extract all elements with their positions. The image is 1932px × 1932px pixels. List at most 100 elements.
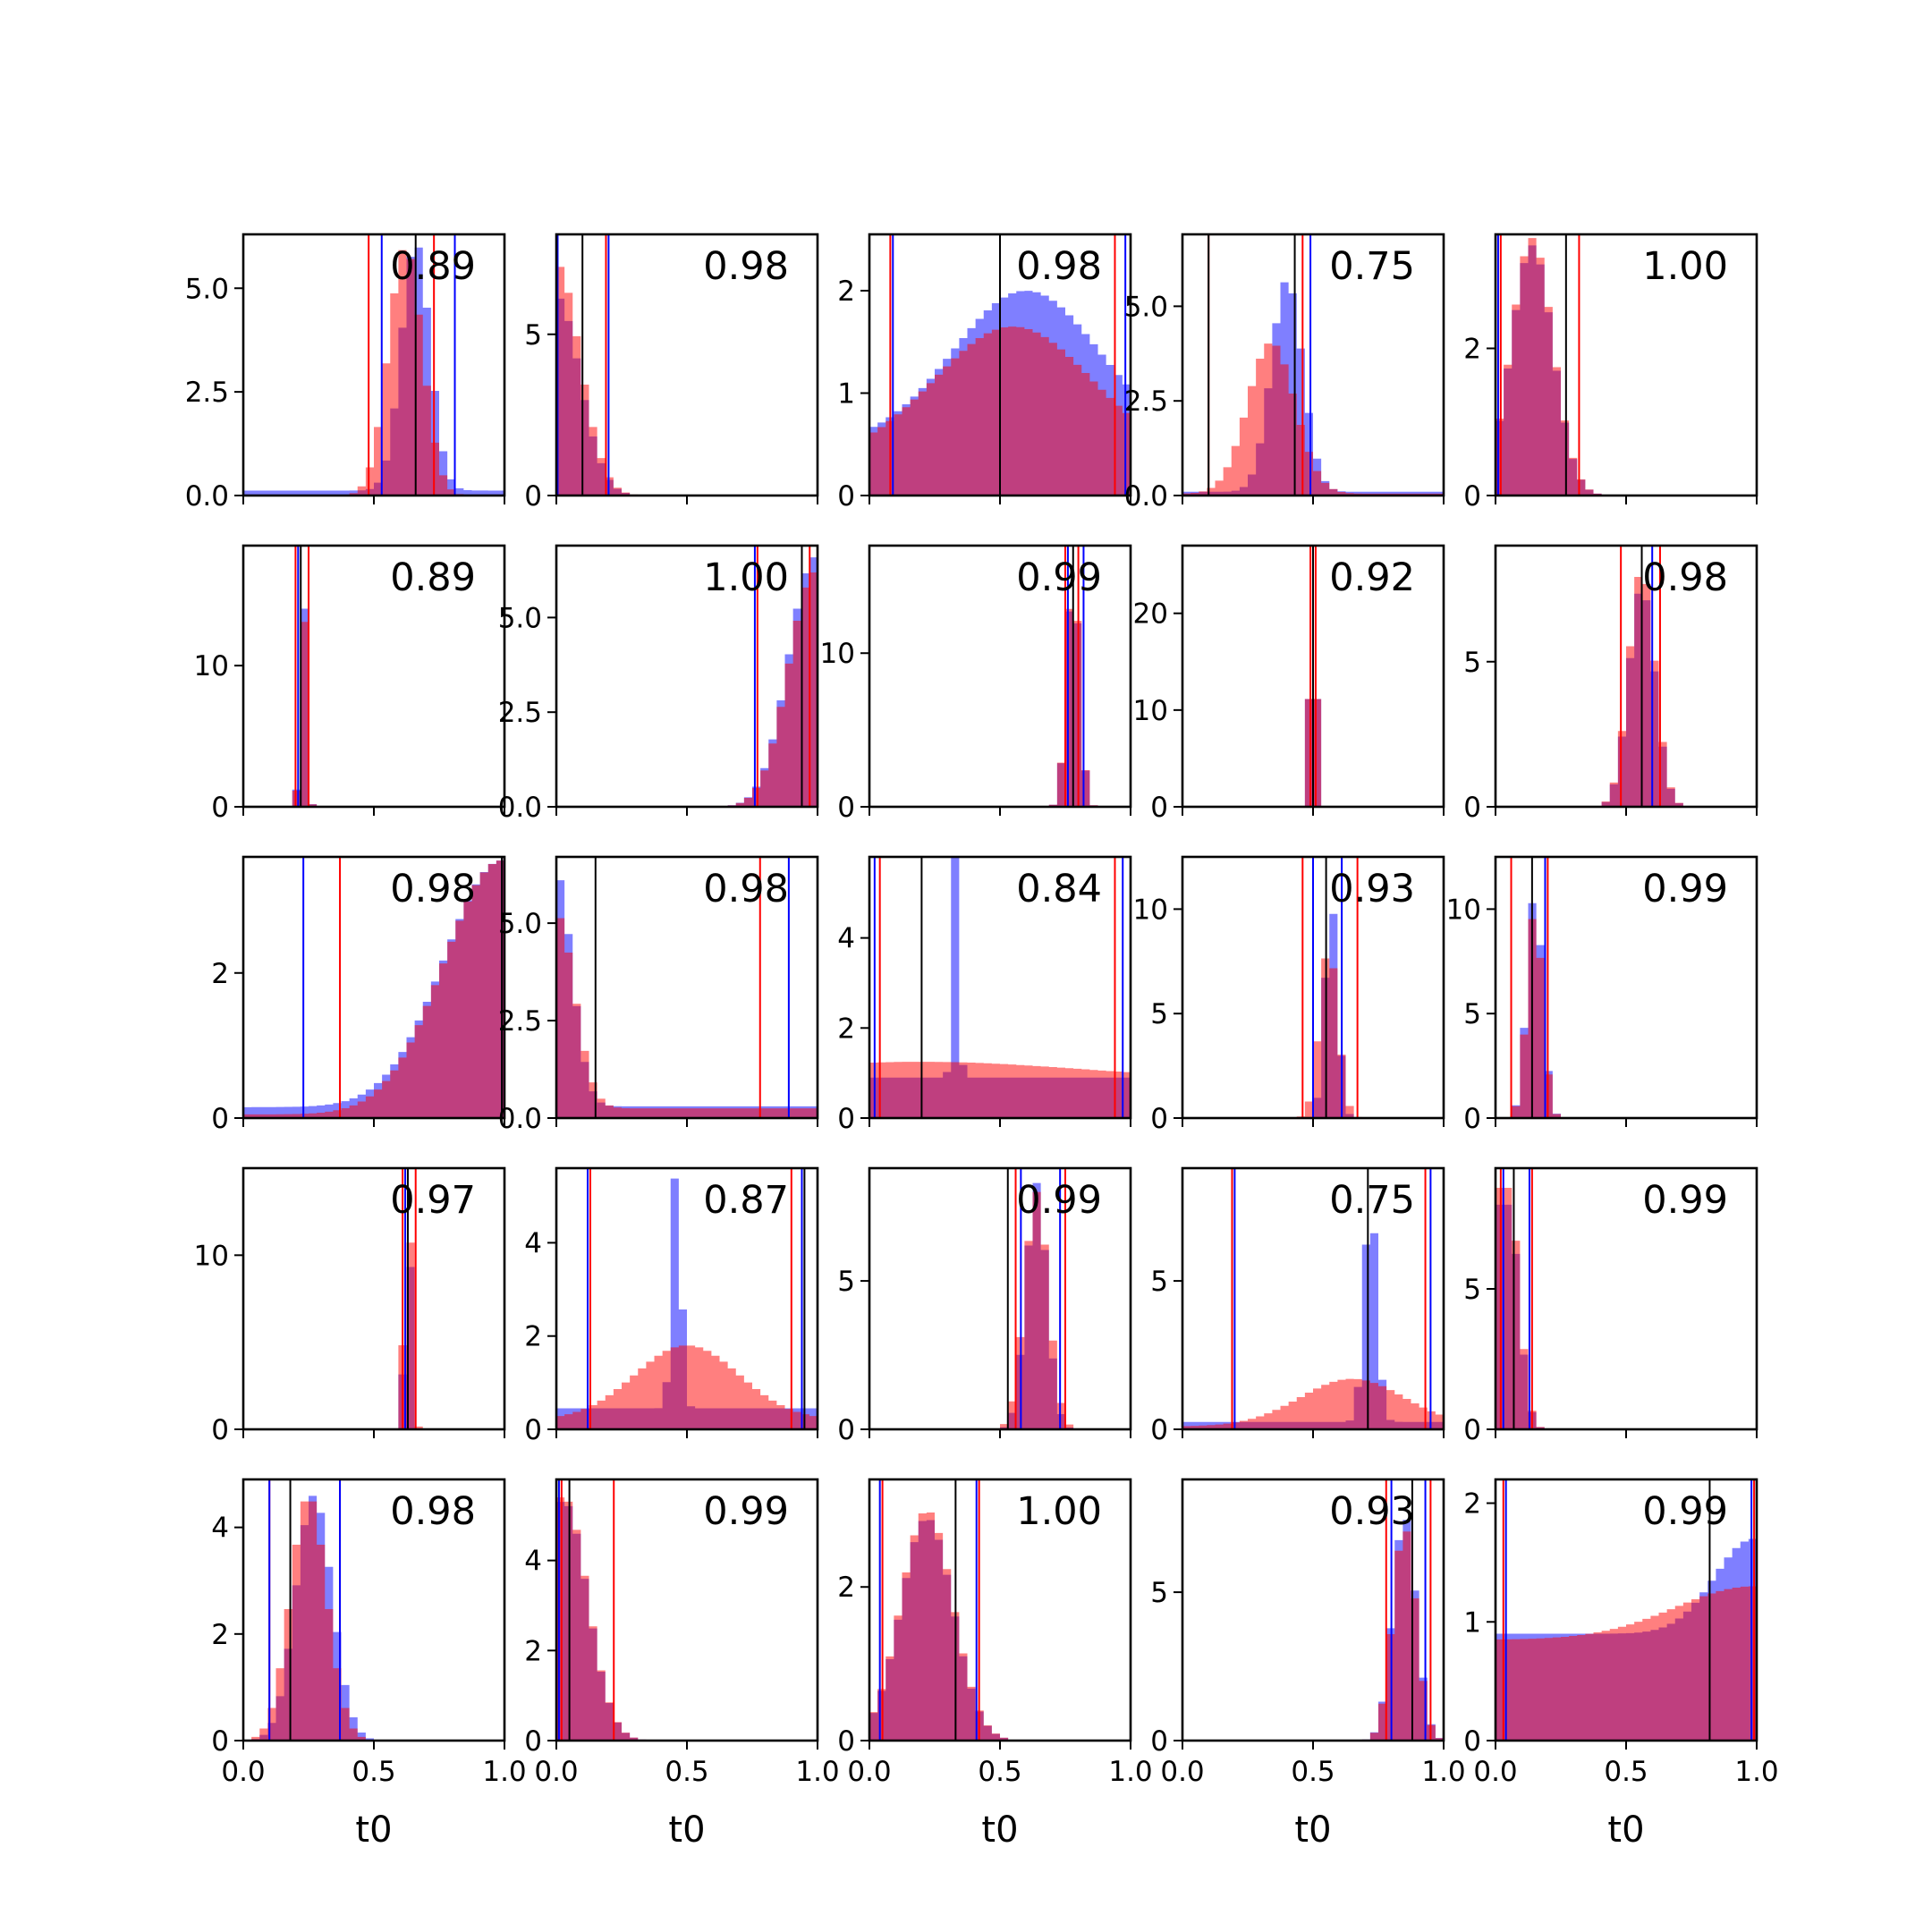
- x-tick-label: 0.0: [534, 1756, 578, 1788]
- panel-annotation: 0.99: [1642, 1489, 1728, 1534]
- y-tick-label: 0: [837, 792, 855, 824]
- y-tick-label: 4: [524, 1227, 542, 1259]
- histogram-series-red: [243, 860, 505, 1118]
- x-tick-label: 0.5: [665, 1756, 708, 1788]
- panel-2-5: 050.98: [1463, 544, 1758, 824]
- y-tick-label: 2.5: [498, 697, 542, 729]
- histogram-series-blue: [243, 247, 505, 496]
- x-tick-label: 0.0: [847, 1756, 891, 1788]
- y-tick-label: 1: [837, 377, 855, 410]
- y-tick-label: 5.0: [498, 908, 542, 940]
- x-axis-label: t0: [981, 1809, 1018, 1851]
- histogram-series-red: [251, 1501, 366, 1741]
- panel-annotation: 0.92: [1329, 555, 1415, 600]
- x-tick-label: 1.0: [1108, 1756, 1152, 1788]
- histogram-series-red: [869, 1513, 1009, 1741]
- y-tick-label: 20: [1133, 598, 1168, 631]
- y-tick-label: 4: [211, 1513, 229, 1545]
- y-tick-label: 10: [1446, 894, 1481, 926]
- panel-5-4: 0.0 0.5 1.0 0 5 0.93 t0: [1150, 1478, 1466, 1851]
- panel-4-4: 050.75: [1150, 1166, 1445, 1446]
- y-tick-label: 10: [1133, 894, 1168, 926]
- x-tick-label: 1.0: [795, 1756, 839, 1788]
- y-tick-label: 0.0: [498, 792, 542, 824]
- panel-4-5: 050.99: [1463, 1166, 1758, 1446]
- panel-annotation: 0.93: [1329, 867, 1415, 911]
- histogram-series-red: [1496, 1586, 1758, 1741]
- y-tick-label: 10: [1133, 695, 1168, 727]
- panel-annotation: 0.98: [390, 867, 476, 911]
- y-tick-label: 1: [1463, 1606, 1481, 1639]
- y-tick-label: 0: [837, 1414, 855, 1446]
- panel-5-5: 0.0 0.5 1.0 0 1 2 0.99 t0: [1463, 1478, 1779, 1851]
- y-tick-label: 2: [837, 275, 855, 308]
- panel-1-3: 0 1 2 0.98: [837, 233, 1132, 513]
- panels: 0.02.55.00.89050.980120.980.02.55.00.750…: [185, 233, 1779, 1851]
- histogram-series-red: [1182, 343, 1445, 496]
- x-axis-label: t0: [355, 1809, 392, 1851]
- y-tick-label: 0: [1463, 480, 1481, 513]
- histogram-series-red: [1496, 238, 1602, 496]
- panel-annotation: 0.84: [1016, 867, 1102, 911]
- panel-annotation: 0.89: [390, 244, 476, 289]
- panel-annotation: 0.98: [703, 244, 789, 289]
- y-tick-label: 0: [211, 1103, 229, 1135]
- panel-3-2: 0.0 2.5 5.0 0.98: [498, 855, 819, 1135]
- y-tick-label: 5: [837, 1266, 855, 1298]
- x-axis-label: t0: [1294, 1809, 1331, 1851]
- panel-3-4: 0 5 10 0.93: [1133, 855, 1445, 1135]
- x-tick-label: 1.0: [1734, 1756, 1778, 1788]
- y-tick-label: 0: [1463, 1414, 1481, 1446]
- x-tick-label: 1.0: [1421, 1756, 1465, 1788]
- panel-annotation: 0.98: [703, 867, 789, 911]
- y-tick-label: 10: [194, 650, 229, 682]
- y-tick-label: 0: [524, 1725, 542, 1758]
- y-tick-label: 2: [1463, 1488, 1481, 1521]
- panel-annotation: 0.99: [1642, 867, 1728, 911]
- x-tick-label: 0.5: [978, 1756, 1021, 1788]
- panel-annotation: 0.75: [1329, 1178, 1415, 1223]
- y-tick-label: 0: [524, 1414, 542, 1446]
- panel-annotation: 0.99: [1016, 1178, 1102, 1223]
- panel-annotation: 0.87: [703, 1178, 789, 1223]
- y-tick-label: 2: [524, 1321, 542, 1353]
- y-tick-label: 0: [837, 1725, 855, 1758]
- panel-2-3: 0 10 0.99: [820, 544, 1132, 824]
- y-tick-label: 5.0: [1124, 291, 1168, 323]
- histogram-series-red: [1182, 1378, 1445, 1429]
- y-tick-label: 2.5: [498, 1005, 542, 1038]
- y-tick-label: 0: [1463, 1103, 1481, 1135]
- x-tick-label: 0.0: [1160, 1756, 1204, 1788]
- panel-annotation: 0.99: [1016, 555, 1102, 600]
- y-tick-label: 0: [211, 1725, 229, 1758]
- y-tick-label: 2: [211, 1619, 229, 1651]
- y-tick-label: 0: [1150, 1414, 1168, 1446]
- histogram-series-blue: [1182, 1233, 1445, 1429]
- y-tick-label: 5: [1150, 1266, 1168, 1298]
- panel-annotation: 0.98: [390, 1489, 476, 1534]
- y-tick-label: 0.0: [1124, 480, 1168, 513]
- panel-annotation: 0.93: [1329, 1489, 1415, 1534]
- x-tick-label: 1.0: [482, 1756, 526, 1788]
- y-tick-label: 0: [1150, 792, 1168, 824]
- panel-annotation: 1.00: [703, 555, 789, 600]
- x-axis-label: t0: [668, 1809, 705, 1851]
- y-tick-label: 5: [1463, 1274, 1481, 1306]
- y-tick-label: 2: [837, 1572, 855, 1604]
- y-tick-label: 5: [1150, 998, 1168, 1030]
- panel-4-3: 050.99: [837, 1166, 1132, 1446]
- panel-4-1: 0 10 0.97: [194, 1166, 506, 1446]
- panel-2-4: 0 10 20 0.92: [1133, 544, 1445, 824]
- y-tick-label: 10: [820, 638, 855, 670]
- histogram-series-red: [556, 1497, 647, 1741]
- y-tick-label: 10: [194, 1240, 229, 1272]
- y-tick-label: 5: [1463, 647, 1481, 679]
- panel-annotation: 1.00: [1642, 244, 1728, 289]
- histogram-series-red: [727, 572, 818, 807]
- x-axis-label: t0: [1607, 1809, 1644, 1851]
- y-tick-label: 0.0: [185, 480, 229, 513]
- panel-1-4: 0.0 2.5 5.0 0.75: [1124, 233, 1445, 513]
- histogram-series-red: [1361, 1531, 1445, 1741]
